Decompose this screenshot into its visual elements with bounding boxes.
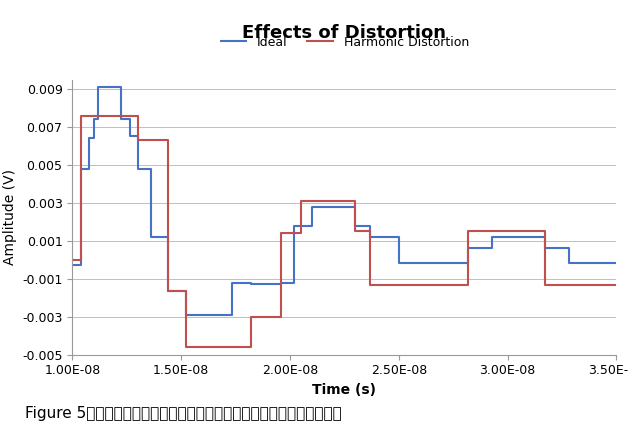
- Harmonic Distortion: [247, 314, 255, 319]
- Legend: Ideal, Harmonic Distortion: Ideal, Harmonic Distortion: [214, 31, 474, 54]
- Harmonic Distortion: [395, 283, 403, 288]
- Harmonic Distortion: [297, 231, 304, 236]
- Harmonic Distortion: [150, 138, 158, 143]
- Harmonic Distortion: [150, 138, 158, 143]
- Harmonic Distortion: [541, 229, 548, 234]
- Line: Harmonic Distortion: Harmonic Distortion: [72, 116, 616, 347]
- Harmonic Distortion: [517, 229, 525, 234]
- Harmonic Distortion: [228, 344, 236, 350]
- Title: Effects of Distortion: Effects of Distortion: [242, 24, 447, 42]
- Ideal: [69, 262, 76, 267]
- Harmonic Distortion: [134, 138, 142, 143]
- Ideal: [134, 134, 142, 139]
- Harmonic Distortion: [489, 229, 496, 234]
- Ideal: [613, 260, 620, 265]
- Harmonic Distortion: [565, 283, 572, 288]
- Harmonic Distortion: [489, 229, 496, 234]
- Text: Figure 5　時間領域でデジタル化された波形に対する高調波歪みの影響: Figure 5 時間領域でデジタル化された波形に対する高調波歪みの影響: [25, 406, 342, 421]
- Harmonic Distortion: [228, 344, 236, 350]
- Harmonic Distortion: [134, 113, 142, 118]
- Harmonic Distortion: [164, 289, 172, 294]
- Harmonic Distortion: [297, 198, 304, 203]
- Harmonic Distortion: [341, 198, 348, 203]
- Ideal: [517, 234, 525, 240]
- Harmonic Distortion: [277, 231, 285, 236]
- Harmonic Distortion: [182, 344, 189, 350]
- Harmonic Distortion: [517, 229, 525, 234]
- Harmonic Distortion: [367, 283, 374, 288]
- Harmonic Distortion: [277, 314, 285, 319]
- Harmonic Distortion: [465, 229, 472, 234]
- Harmonic Distortion: [77, 257, 85, 262]
- Harmonic Distortion: [69, 257, 76, 262]
- X-axis label: Time (s): Time (s): [313, 383, 376, 397]
- Harmonic Distortion: [77, 113, 85, 118]
- Ideal: [598, 260, 605, 265]
- Harmonic Distortion: [247, 344, 255, 350]
- Ideal: [126, 134, 134, 139]
- Harmonic Distortion: [541, 283, 548, 288]
- Line: Ideal: Ideal: [72, 87, 616, 315]
- Harmonic Distortion: [352, 229, 359, 234]
- Harmonic Distortion: [259, 314, 267, 319]
- Ideal: [95, 85, 103, 90]
- Ideal: [395, 260, 403, 265]
- Harmonic Distortion: [182, 289, 189, 294]
- Harmonic Distortion: [367, 229, 374, 234]
- Harmonic Distortion: [259, 314, 267, 319]
- Harmonic Distortion: [613, 283, 620, 288]
- Ideal: [182, 312, 189, 317]
- Harmonic Distortion: [352, 198, 359, 203]
- Y-axis label: Amplitude (V): Amplitude (V): [3, 169, 16, 265]
- Harmonic Distortion: [164, 138, 172, 143]
- Ideal: [352, 223, 359, 228]
- Harmonic Distortion: [565, 283, 572, 288]
- Harmonic Distortion: [341, 198, 348, 203]
- Harmonic Distortion: [465, 283, 472, 288]
- Harmonic Distortion: [395, 283, 403, 288]
